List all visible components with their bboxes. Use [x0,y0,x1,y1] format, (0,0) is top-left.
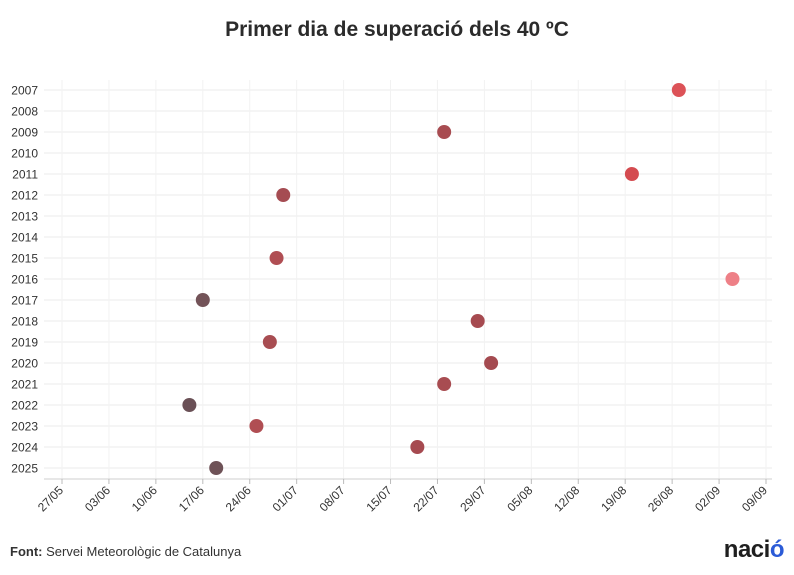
data-point [484,356,499,370]
source-text: Servei Meteorològic de Catalunya [42,544,242,559]
chart-title: Primer dia de superació dels 40 ºC [225,18,569,41]
x-tick-label: 01/07 [270,483,301,514]
y-tick-label: 2015 [11,252,38,266]
y-tick-label: 2017 [11,294,38,308]
y-tick-label: 2011 [12,168,38,182]
x-tick-label: 17/06 [176,483,207,514]
y-tick-label: 2024 [11,441,38,455]
x-tick-label: 19/08 [598,483,629,514]
brand-logo: nació [723,536,785,564]
data-point [262,335,277,349]
y-tick-label: 2013 [11,210,38,224]
y-tick-label: 2014 [11,231,38,245]
x-tick-label: 29/07 [457,483,488,514]
data-point [209,461,224,475]
y-tick-label: 2025 [11,462,38,476]
x-tick-label: 05/08 [504,483,535,514]
x-tick-label: 27/05 [35,483,66,514]
x-tick-label: 15/07 [364,483,395,514]
x-tick-label: 22/07 [410,483,441,514]
x-tick-label: 12/08 [551,483,582,514]
y-tick-label: 2023 [11,420,38,434]
brand-text: naci [723,536,771,563]
x-tick-label: 10/06 [129,483,160,514]
y-tick-label: 2020 [11,357,38,371]
y-tick-label: 2016 [11,273,38,287]
y-tick-label: 2007 [11,84,38,98]
data-point [725,272,740,286]
x-tick-label: 09/09 [739,483,770,514]
data-point [269,251,284,265]
x-tick-label: 03/06 [82,483,113,514]
source-label: Font: [10,544,43,559]
brand-accent: ó [769,536,785,563]
x-tick-label: 02/09 [692,483,723,514]
y-tick-label: 2012 [11,189,38,203]
data-point [437,125,452,139]
data-point [671,83,686,97]
data-point [249,419,264,433]
y-tick-label: 2018 [11,315,38,329]
data-point [624,167,639,181]
x-tick-label: 26/08 [645,483,676,514]
data-point [437,377,452,391]
y-tick-label: 2008 [11,105,38,119]
y-tick-label: 2019 [11,336,38,350]
x-tick-label: 08/07 [317,483,348,514]
x-tick-label: 24/06 [223,483,254,514]
data-point [410,440,425,454]
source-credit: Font: Servei Meteorològic de Catalunya [10,544,241,559]
data-point [470,314,485,328]
y-tick-label: 2021 [11,378,38,392]
y-tick-label: 2009 [11,126,38,140]
y-tick-label: 2022 [11,399,38,413]
data-point [276,188,291,202]
data-point [182,398,197,412]
y-tick-label: 2010 [11,147,38,161]
data-point [195,293,210,307]
